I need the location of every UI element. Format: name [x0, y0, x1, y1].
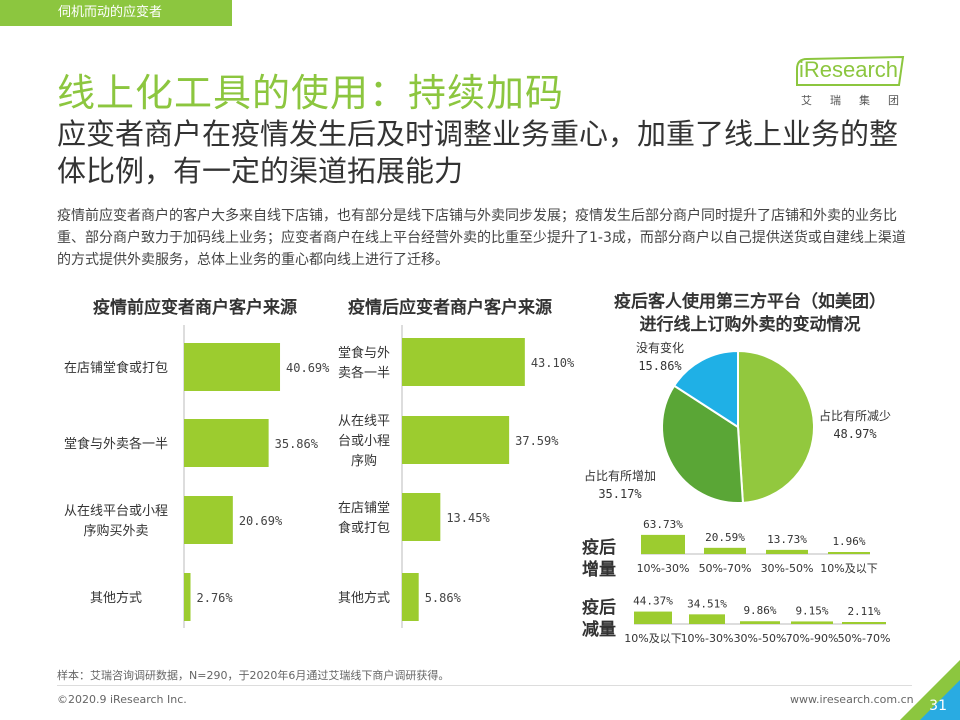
category-label-1-2-1: 食或打包 — [338, 520, 390, 536]
logo-frame-icon — [796, 55, 905, 86]
pie-label-value-1: 35.17% — [598, 487, 642, 501]
small-bar-value-3-1: 20.59% — [705, 531, 745, 544]
small-bar-value-4-1: 34.51% — [687, 597, 727, 610]
bar-value-0-2: 20.69% — [239, 514, 283, 528]
bar-1-1 — [402, 416, 510, 464]
small-bar-category-3-0: 10%-30% — [637, 562, 690, 575]
bar-0-1 — [184, 419, 269, 467]
bar-1-0 — [402, 338, 525, 386]
category-label-1-1-0: 从在线平 — [338, 414, 390, 429]
bar-value-1-3: 5.86% — [425, 591, 462, 605]
increase-label-line-1: 疫后 — [582, 538, 616, 558]
logo-text: iResearch — [799, 57, 899, 82]
source-note: 样本：艾瑞咨询调研数据，N=290，于2020年6月通过艾瑞线下商户调研获得。 — [57, 669, 450, 682]
small-bar-category-3-2: 30%-50% — [761, 562, 814, 575]
small-bar-value-4-3: 9.15% — [795, 604, 828, 617]
small-bar-value-3-2: 13.73% — [767, 533, 807, 546]
small-bar-4-4 — [842, 622, 886, 624]
bar-0-0 — [184, 343, 281, 391]
decrease-side-label: 疫后 减量 — [582, 597, 616, 641]
category-label-1-3-0: 其他方式 — [338, 590, 390, 606]
increase-label-line-2: 增量 — [582, 560, 616, 580]
category-label-0-0-0: 在店铺堂食或打包 — [64, 360, 168, 376]
small-bar-4-2 — [740, 621, 780, 624]
small-bar-4-0 — [634, 611, 672, 624]
footer-divider — [57, 685, 912, 686]
small-bar-category-4-1: 10%-30% — [681, 632, 734, 645]
pie-slice-2 — [672, 349, 739, 429]
decrease-label-line-2: 减量 — [582, 620, 616, 640]
small-bar-value-4-4: 2.11% — [847, 605, 880, 618]
category-label-1-1-2: 序购 — [351, 453, 377, 469]
pie-label-name-0: 占比有所减少 — [819, 408, 891, 423]
pie-label-name-1: 占比有所增加 — [584, 468, 656, 483]
small-bar-value-4-2: 9.86% — [743, 604, 776, 617]
category-label-0-2-1: 序购买外卖 — [83, 523, 148, 539]
bar-value-0-1: 35.86% — [275, 437, 319, 451]
pie-label-value-0: 48.97% — [833, 427, 877, 441]
small-bar-category-4-0: 10%及以下 — [624, 632, 681, 645]
intro-paragraph: 疫情前应变者商户的客户大多来自线下店铺，也有部分是线下店铺与外卖同步发展；疫情发… — [57, 208, 906, 268]
bar-0-3 — [184, 573, 191, 621]
corner-decoration-icon — [900, 660, 960, 720]
chart-title-pie-line-2: 进行线上订购外卖的变动情况 — [639, 315, 861, 335]
small-bar-category-3-3: 10%及以下 — [820, 562, 877, 575]
section-tag: 伺机而动的应变者 — [0, 0, 232, 26]
small-bar-category-4-3: 70%-90% — [786, 632, 839, 645]
category-label-0-2-0: 从在线平台或小程 — [64, 504, 168, 519]
small-bar-3-2 — [766, 549, 808, 554]
small-bar-category-3-1: 50%-70% — [699, 562, 752, 575]
copyright-text: ©2020.9 iResearch Inc. — [57, 693, 187, 706]
increase-side-label: 疫后 增量 — [582, 537, 616, 581]
chart-title-pie: 疫后客人使用第三方平台（如美团） 进行线上订购外卖的变动情况 — [590, 291, 910, 337]
small-bar-category-4-4: 50%-70% — [838, 632, 891, 645]
logo-subtext: 艾瑞集团 — [801, 94, 917, 107]
bar-value-1-2: 13.45% — [446, 511, 490, 525]
page-title: 线上化工具的使用：持续加码 — [57, 71, 565, 115]
bar-0-2 — [184, 496, 233, 544]
bar-value-1-1: 37.59% — [515, 434, 559, 448]
small-bar-value-3-3: 1.96% — [832, 535, 865, 548]
pie-label-value-2: 15.86% — [638, 359, 682, 373]
category-label-0-1-0: 堂食与外卖各一半 — [64, 436, 168, 452]
small-bar-3-0 — [641, 534, 685, 554]
bar-1-2 — [402, 493, 441, 541]
category-label-1-2-0: 在店铺堂 — [338, 501, 390, 516]
pie-label-name-2: 没有变化 — [636, 340, 684, 355]
bar-value-0-3: 2.76% — [197, 591, 234, 605]
page-subtitle: 应变者商户在疫情发生后及时调整业务重心，加重了线上业务的整体比例，有一定的渠道拓… — [57, 117, 899, 188]
small-bar-4-1 — [689, 614, 725, 624]
category-label-1-1-1: 台或小程 — [338, 434, 390, 449]
small-bar-category-4-2: 30%-50% — [734, 632, 787, 645]
chart-title-pie-line-1: 疫后客人使用第三方平台（如美团） — [614, 292, 886, 312]
small-bar-3-1 — [704, 547, 746, 554]
category-label-1-0-0: 堂食与外 — [338, 345, 390, 361]
pie-slice-0 — [737, 349, 815, 504]
category-label-0-3-0: 其他方式 — [90, 590, 142, 606]
small-bar-value-4-0: 44.37% — [633, 595, 673, 608]
bar-value-1-0: 43.10% — [531, 356, 575, 370]
bar-1-3 — [402, 573, 419, 621]
website-text: www.iresearch.com.cn — [790, 693, 914, 706]
small-bar-value-3-0: 63.73% — [643, 518, 683, 531]
bar-value-0-0: 40.69% — [286, 361, 330, 375]
small-bar-4-3 — [791, 621, 833, 624]
chart-title-before: 疫情前应变者商户客户来源 — [93, 298, 297, 318]
iresearch-logo: iResearch 艾瑞集团 — [795, 55, 910, 113]
small-bar-3-3 — [828, 552, 870, 554]
category-label-1-0-1: 卖各一半 — [338, 365, 390, 381]
decrease-label-line-1: 疫后 — [582, 598, 616, 618]
page-number: 31 — [929, 698, 947, 714]
pie-slice-1 — [661, 384, 744, 504]
chart-title-after: 疫情后应变者商户客户来源 — [348, 298, 552, 318]
